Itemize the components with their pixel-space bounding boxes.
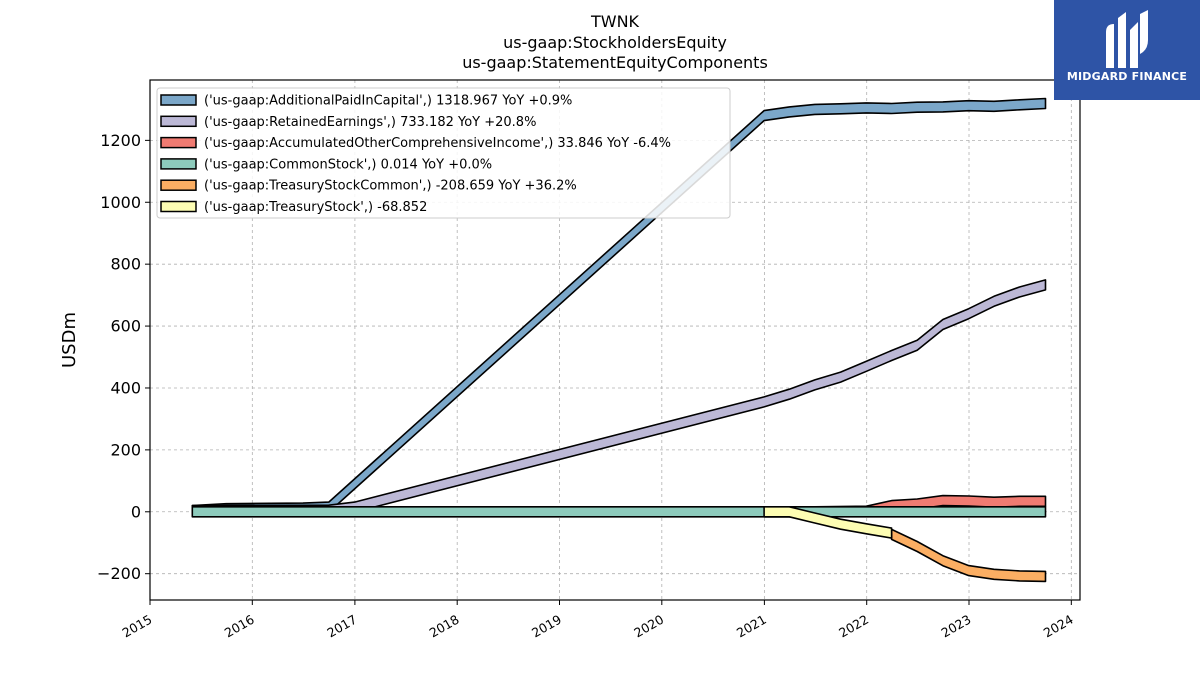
series-area-5 <box>763 506 893 539</box>
x-tick-label: 2020 <box>631 612 666 641</box>
legend-swatch-3 <box>160 158 197 170</box>
series-areas <box>191 97 1047 583</box>
x-tick-label: 2022 <box>836 612 871 641</box>
y-tick-label: 1200 <box>100 131 141 150</box>
x-tick-label: 2023 <box>938 612 973 641</box>
x-tick-label: 2017 <box>324 612 359 641</box>
y-axis: −200 0 200 400 600 800 1000 1200 <box>97 131 150 583</box>
x-tick-label: 2024 <box>1041 612 1076 641</box>
x-tick-label: 2019 <box>529 612 564 641</box>
plot-frame <box>149 79 1081 601</box>
x-tick-label: 2016 <box>222 612 257 641</box>
series-area-0 <box>191 97 1047 517</box>
x-tick-label: 2021 <box>734 612 769 641</box>
legend-label-4: ('us-gaap:TreasuryStockCommon',) -208.65… <box>204 179 577 194</box>
legend-box <box>156 87 731 219</box>
logo-mark-icon <box>1106 10 1148 68</box>
y-tick-label: 800 <box>110 255 141 274</box>
legend-label-3: ('us-gaap:CommonStock',) 0.014 YoY +0.0% <box>204 157 492 172</box>
legend-label-1: ('us-gaap:RetainedEarnings',) 733.182 Yo… <box>204 115 536 130</box>
legend-swatch-0 <box>160 94 197 106</box>
brand-logo: MIDGARD FINANCE <box>1054 0 1200 100</box>
series-area-3 <box>191 506 1047 518</box>
legend-swatch-2 <box>160 136 197 149</box>
legend-label-0: ('us-gaap:AdditionalPaidInCapital',) 131… <box>204 94 572 109</box>
legend-label-5: ('us-gaap:TreasuryStock',) -68.852 <box>204 200 427 215</box>
legend-label-2: ('us-gaap:AccumulatedOtherComprehensiveI… <box>204 136 671 151</box>
y-axis-label: USDm <box>59 312 80 368</box>
series-area-1 <box>191 279 1047 517</box>
x-tick-label: 2018 <box>427 612 462 641</box>
legend-swatch-4 <box>160 179 197 191</box>
series-area-4 <box>890 528 1047 583</box>
y-tick-label: 400 <box>110 378 141 397</box>
y-tick-label: 1000 <box>100 193 141 212</box>
legend-swatch-1 <box>160 115 197 128</box>
y-tick-label: 600 <box>110 317 141 336</box>
x-tick-label: 2015 <box>119 612 154 641</box>
chart-title-line-1: TWNK <box>590 12 640 31</box>
legend-swatch-5 <box>160 200 197 213</box>
y-tick-label: −200 <box>97 564 141 583</box>
brand-name: MIDGARD FINANCE <box>1066 70 1188 83</box>
chart-title-line-3: us-gaap:StatementEquityComponents <box>462 53 768 72</box>
chart-title-line-2: us-gaap:StockholdersEquity <box>503 33 727 52</box>
x-axis: 2015 2016 2017 2018 2019 2020 2021 2022 2023 2024 <box>119 600 1076 641</box>
y-tick-label: 200 <box>110 440 141 459</box>
chart-title: TWNK us-gaap:StockholdersEquity us-gaap:… <box>462 12 768 72</box>
legend: ('us-gaap:AdditionalPaidInCapital',) 131… <box>156 87 731 219</box>
y-tick-label: 0 <box>131 502 141 521</box>
